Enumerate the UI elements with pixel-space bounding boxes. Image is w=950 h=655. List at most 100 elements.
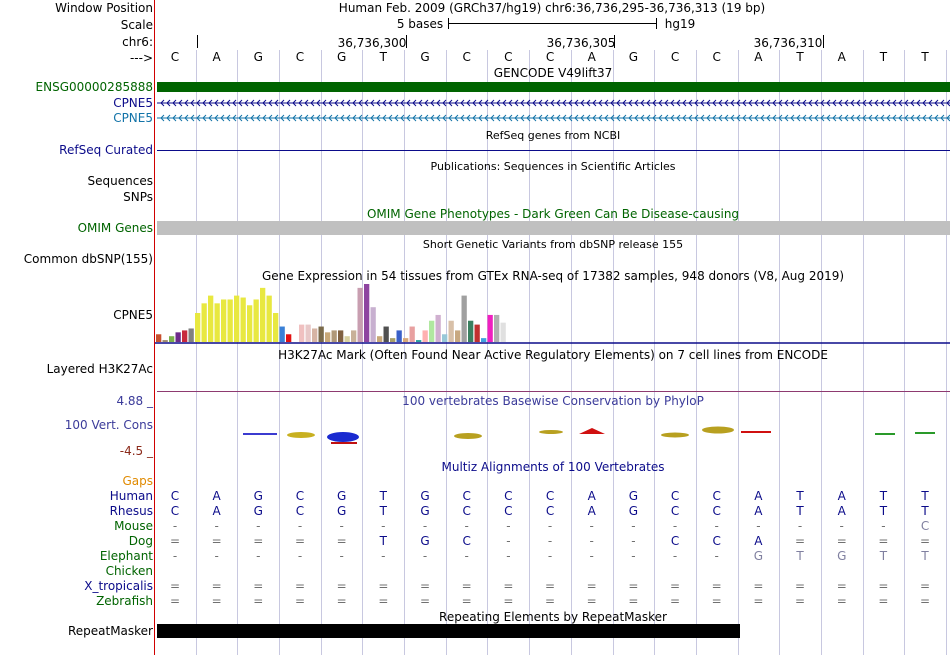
gtex-title: Gene Expression in 54 tissues from GTEx … xyxy=(261,269,845,283)
dbsnp-label[interactable]: Common dbSNP(155) xyxy=(23,252,153,266)
multiz-base: - xyxy=(464,519,469,533)
multiz-base: = xyxy=(336,579,347,593)
multiz-base: G xyxy=(753,549,764,563)
refseq-label[interactable]: RefSeq Curated xyxy=(59,143,153,157)
cpne5-transcript-arrows[interactable] xyxy=(157,98,950,108)
multiz-base: A xyxy=(587,489,596,503)
multiz-base: - xyxy=(506,534,511,548)
multiz-base: C xyxy=(295,504,305,518)
multiz-species-label[interactable]: X_tropicalis xyxy=(84,579,153,593)
h3k27ac-baseline xyxy=(157,391,950,392)
multiz-base: C xyxy=(462,534,471,548)
track-area[interactable] xyxy=(154,0,950,655)
multiz-base: G xyxy=(628,504,639,518)
refseq-line[interactable] xyxy=(157,150,950,151)
multiz-base: = xyxy=(169,594,181,608)
multiz-base: - xyxy=(506,549,511,563)
scale-bar-right-tick xyxy=(656,18,657,29)
multiz-base: = xyxy=(169,534,181,548)
phylop-title: 100 vertebrates Basewise Conservation by… xyxy=(402,394,704,408)
omim-label[interactable]: OMIM Genes xyxy=(77,221,153,235)
multiz-base: C xyxy=(462,489,471,503)
gtex-tissue-bar xyxy=(279,326,285,342)
base-letter: A xyxy=(212,50,221,64)
ruler-tick xyxy=(823,35,824,48)
pubs-label[interactable]: Sequences xyxy=(87,174,153,188)
multiz-base: T xyxy=(796,504,804,518)
base-letter: A xyxy=(837,50,846,64)
multiz-base: C xyxy=(170,489,180,503)
gencode-gene-label[interactable]: CPNE5 xyxy=(113,96,153,110)
window-position-value[interactable]: Human Feb. 2009 (GRCh37/hg19) chr6:36,73… xyxy=(338,1,766,15)
phylop-label[interactable]: 100 Vert. Cons xyxy=(64,418,153,432)
repeatmasker-feature-bar[interactable] xyxy=(157,624,740,638)
multiz-base: = xyxy=(586,594,597,608)
h3k27ac-label[interactable]: Layered H3K27Ac xyxy=(46,362,153,376)
multiz-base: - xyxy=(339,549,344,563)
multiz-base: - xyxy=(297,549,303,563)
multiz-base: = xyxy=(670,579,681,593)
pubs-title: Publications: Sequences in Scientific Ar… xyxy=(430,160,676,173)
cpne5-transcript-arrows[interactable] xyxy=(157,113,950,123)
multiz-base: G xyxy=(420,534,430,548)
scale-label: Scale xyxy=(120,18,153,32)
multiz-base: = xyxy=(419,579,431,593)
multiz-base: A xyxy=(837,504,846,518)
gtex-tissue-bar xyxy=(331,330,337,342)
multiz-base: G xyxy=(253,489,263,503)
multiz-species-label[interactable]: Elephant xyxy=(99,549,153,563)
multiz-base: = xyxy=(294,534,306,548)
omim-feature-bar[interactable] xyxy=(157,221,950,235)
multiz-species-label[interactable]: Zebrafish xyxy=(96,594,153,608)
phylop-logo[interactable] xyxy=(155,420,950,446)
multiz-base: A xyxy=(754,504,763,518)
multiz-species-label[interactable]: Mouse xyxy=(114,519,153,533)
multiz-base: - xyxy=(589,519,594,533)
gencode-feature-bar[interactable] xyxy=(157,82,950,92)
multiz-base: - xyxy=(339,519,344,533)
gtex-tissue-bar xyxy=(175,332,181,342)
multiz-species-label[interactable]: Chicken xyxy=(105,564,153,578)
gtex-tissue-bar xyxy=(455,330,461,342)
multiz-base: = xyxy=(336,534,347,548)
multiz-base: - xyxy=(714,549,719,563)
gencode-gene-label[interactable]: CPNE5 xyxy=(113,111,153,125)
multiz-base: - xyxy=(547,549,553,563)
gtex-bar-chart[interactable] xyxy=(155,283,950,345)
multiz-base: - xyxy=(839,519,844,533)
multiz-base: A xyxy=(212,489,221,503)
phylop-mark xyxy=(702,426,734,434)
multiz-base: = xyxy=(211,594,222,608)
pubs-label[interactable]: SNPs xyxy=(123,190,153,204)
repeatmasker-label[interactable]: RepeatMasker xyxy=(67,624,153,638)
multiz-base: C xyxy=(504,489,513,503)
multiz-species-label[interactable]: Human xyxy=(109,489,153,503)
multiz-species-label[interactable]: Dog xyxy=(128,534,153,548)
gtex-tissue-bar xyxy=(169,336,175,342)
multiz-base: = xyxy=(461,594,472,608)
gtex-tissue-bar xyxy=(487,314,493,342)
multiz-base: = xyxy=(795,579,806,593)
gtex-label[interactable]: CPNE5 xyxy=(113,308,153,322)
multiz-base: - xyxy=(172,519,178,533)
gtex-tissue-bar xyxy=(273,313,279,342)
gtex-tissue-bar xyxy=(312,328,318,342)
ruler-tick xyxy=(614,35,615,48)
multiz-base: - xyxy=(547,534,553,548)
multiz-base: G xyxy=(628,489,639,503)
multiz-base: G xyxy=(337,489,347,503)
multiz-base: C xyxy=(670,534,680,548)
gencode-gene-label[interactable]: ENSG00000285888 xyxy=(35,80,153,94)
gtex-tissue-bar xyxy=(370,307,376,342)
base-letter: T xyxy=(379,50,388,64)
multiz-gaps-label[interactable]: Gaps xyxy=(122,474,153,488)
gtex-tissue-bar xyxy=(240,297,246,342)
multiz-base: = xyxy=(211,579,222,593)
multiz-base: T xyxy=(379,504,388,518)
multiz-species-label[interactable]: Rhesus xyxy=(109,504,153,518)
multiz-base: - xyxy=(422,549,428,563)
multiz-base: G xyxy=(420,504,430,518)
phylop-mark xyxy=(915,432,935,434)
gtex-tissue-bar xyxy=(429,320,435,342)
multiz-base: = xyxy=(836,594,847,608)
